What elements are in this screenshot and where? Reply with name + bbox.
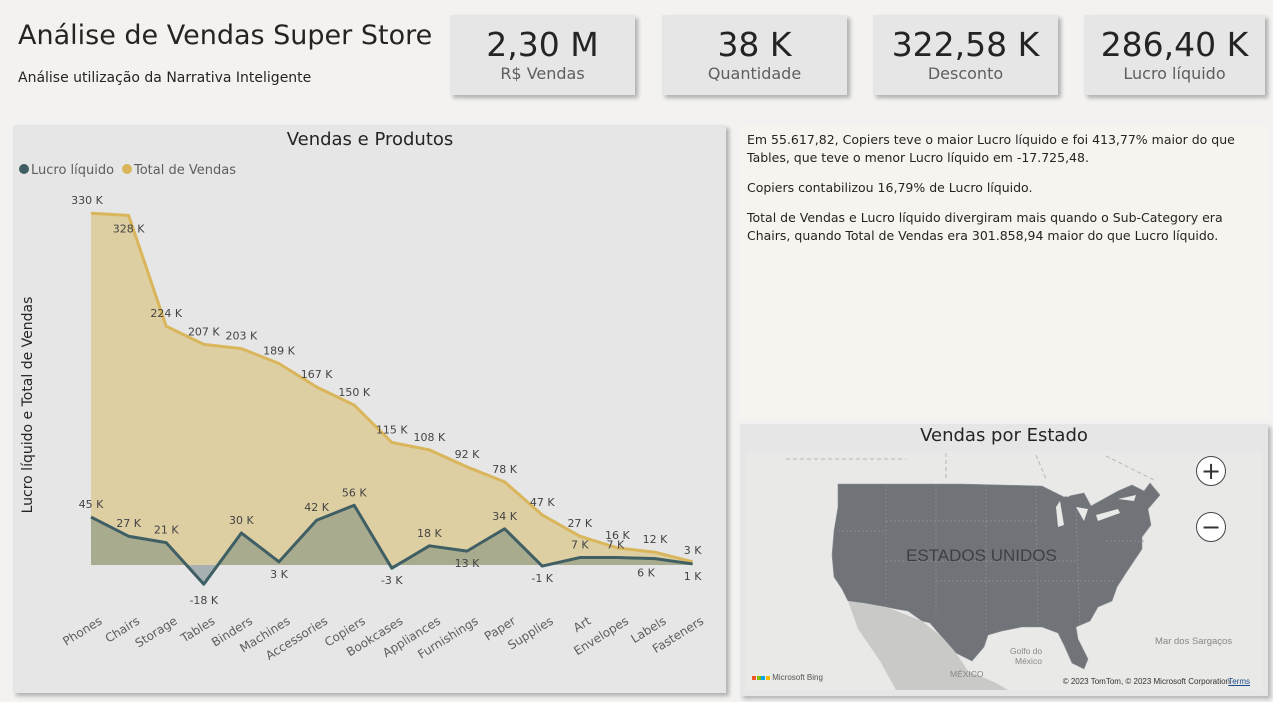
narrative-paragraph: Copiers contabilizou 16,79% de Lucro líq…	[747, 180, 1033, 195]
bing-logo: Microsoft Bing	[752, 673, 823, 682]
data-label-lucro-liquido: 7 K	[607, 539, 625, 552]
page-subtitle: Análise utilização da Narrativa Intelige…	[18, 70, 312, 86]
data-label-lucro-liquido: 3 K	[270, 568, 288, 581]
mexico-land	[848, 601, 1008, 690]
data-label-total-vendas: 3 K	[684, 544, 702, 557]
kpi-value-desconto: 322,58 K	[891, 25, 1040, 64]
legend-marker-vendas	[122, 164, 132, 174]
data-label-lucro-liquido: -18 K	[189, 594, 218, 607]
lucro-negative-area	[186, 565, 218, 585]
kpi-label-quantidade: Quantidade	[707, 64, 802, 83]
legend-marker-lucro	[19, 164, 29, 174]
narrative-text: Em 55.617,82, Copiers teve o maior Lucro…	[740, 125, 1268, 245]
data-label-lucro-liquido: 13 K	[455, 557, 480, 570]
label-gulf-line1: Golfo do	[1010, 646, 1042, 656]
smart-narrative-panel: Em 55.617,82, Copiers teve o maior Lucro…	[740, 125, 1268, 420]
data-label-total-vendas: 12 K	[643, 533, 668, 546]
lucro-liquido-area	[91, 505, 693, 585]
data-label-lucro-liquido: 27 K	[116, 517, 141, 530]
map-panel[interactable]: Vendas por Estado ESTADOS UNIDOS Mar dos…	[740, 424, 1268, 696]
label-sargasso-sea: Mar dos Sargaços	[1155, 636, 1232, 647]
map-title: Vendas por Estado	[920, 425, 1088, 446]
zoom-in-button[interactable]: +	[1196, 456, 1226, 486]
narrative-paragraph: Total de Vendas e Lucro líquido divergir…	[747, 210, 1223, 243]
x-tick-label: Storage	[133, 614, 180, 651]
data-label-lucro-liquido: 42 K	[304, 501, 329, 514]
kpi-value-lucro: 286,40 K	[1100, 25, 1249, 64]
data-label-total-vendas: 27 K	[567, 517, 592, 530]
data-label-total-vendas: 78 K	[492, 463, 517, 476]
kpi-card-desconto[interactable]: 322,58 K Desconto	[873, 15, 1058, 95]
data-label-total-vendas: 92 K	[455, 448, 480, 461]
kpi-card-lucro[interactable]: 286,40 K Lucro líquido	[1084, 15, 1265, 95]
total-vendas-line[interactable]	[90, 211, 693, 564]
data-label-total-vendas: 16 K	[605, 529, 630, 542]
country-label-usa: ESTADOS UNIDOS	[906, 546, 1057, 565]
lucro-liquido-line[interactable]	[90, 503, 693, 586]
label-gulf-line2: México	[1015, 656, 1042, 666]
legend[interactable]: Lucro líquido Total de Vendas	[19, 163, 236, 178]
data-label-total-vendas: 47 K	[530, 496, 555, 509]
map-canvas[interactable]: ESTADOS UNIDOS Mar dos Sargaços Golfo do…	[746, 451, 1262, 690]
total-vendas-area	[91, 213, 693, 565]
y-axis-label: Lucro líquido e Total de Vendas	[20, 297, 36, 514]
area-chart[interactable]: Vendas e Produtos Lucro líquido Total de…	[13, 125, 726, 693]
kpi-card-vendas[interactable]: 2,30 M R$ Vendas	[450, 15, 635, 95]
great-lakes	[1046, 487, 1136, 527]
map-credit: © 2023 TomTom, © 2023 Microsoft Corporat…	[1062, 677, 1230, 686]
canada-border-lines	[786, 453, 1157, 482]
data-label-total-vendas: 115 K	[376, 423, 408, 436]
data-label-lucro-liquido: 34 K	[492, 510, 517, 523]
map-terms-link[interactable]: Terms	[1228, 677, 1250, 686]
chart-title: Vendas e Produtos	[287, 129, 454, 150]
data-label-lucro-liquido: 1 K	[684, 570, 702, 583]
data-label-total-vendas: 150 K	[338, 386, 370, 399]
data-label-total-vendas: 167 K	[301, 368, 333, 381]
kpi-value-quantidade: 38 K	[717, 25, 792, 64]
zoom-out-button[interactable]: −	[1196, 512, 1226, 542]
data-label-total-vendas: 189 K	[263, 345, 295, 358]
kpi-label-desconto: Desconto	[927, 64, 1004, 83]
kpi-value-vendas: 2,30 M	[486, 25, 599, 64]
data-label-total-vendas: 203 K	[226, 330, 258, 343]
data-label-lucro-liquido: 21 K	[154, 524, 179, 537]
x-tick-label: Art	[571, 614, 594, 635]
chart-panel[interactable]: Vendas e Produtos Lucro líquido Total de…	[13, 125, 726, 693]
narrative-paragraph: Em 55.617,82, Copiers teve o maior Lucro…	[747, 132, 1235, 165]
data-label-lucro-liquido: 45 K	[79, 498, 104, 511]
kpi-label-lucro: Lucro líquido	[1123, 64, 1226, 83]
data-label-total-vendas: 328 K	[113, 222, 145, 235]
legend-label-lucro[interactable]: Lucro líquido	[31, 163, 114, 178]
data-label-total-vendas: 330 K	[71, 194, 103, 207]
data-label-lucro-liquido: 7 K	[571, 539, 589, 552]
data-label-lucro-liquido: -3 K	[381, 574, 403, 587]
page-title: Análise de Vendas Super Store	[18, 20, 433, 51]
data-label-total-vendas: 224 K	[150, 307, 182, 320]
data-label-total-vendas: 207 K	[188, 325, 220, 338]
data-label-lucro-liquido: 18 K	[417, 527, 442, 540]
state-borders	[838, 485, 1146, 631]
data-label-total-vendas: 108 K	[414, 431, 446, 444]
x-tick-label: Phones	[60, 614, 104, 649]
kpi-label-vendas: R$ Vendas	[500, 64, 585, 83]
data-label-lucro-liquido: 30 K	[229, 514, 254, 527]
data-label-lucro-liquido: 6 K	[637, 567, 655, 580]
data-label-lucro-liquido: 56 K	[342, 486, 367, 499]
legend-label-vendas[interactable]: Total de Vendas	[133, 163, 236, 178]
label-mexico: MÉXICO	[950, 669, 984, 679]
bing-logo-text: Microsoft Bing	[772, 673, 823, 682]
data-label-lucro-liquido: -1 K	[531, 572, 553, 585]
kpi-card-quantidade[interactable]: 38 K Quantidade	[662, 15, 847, 95]
